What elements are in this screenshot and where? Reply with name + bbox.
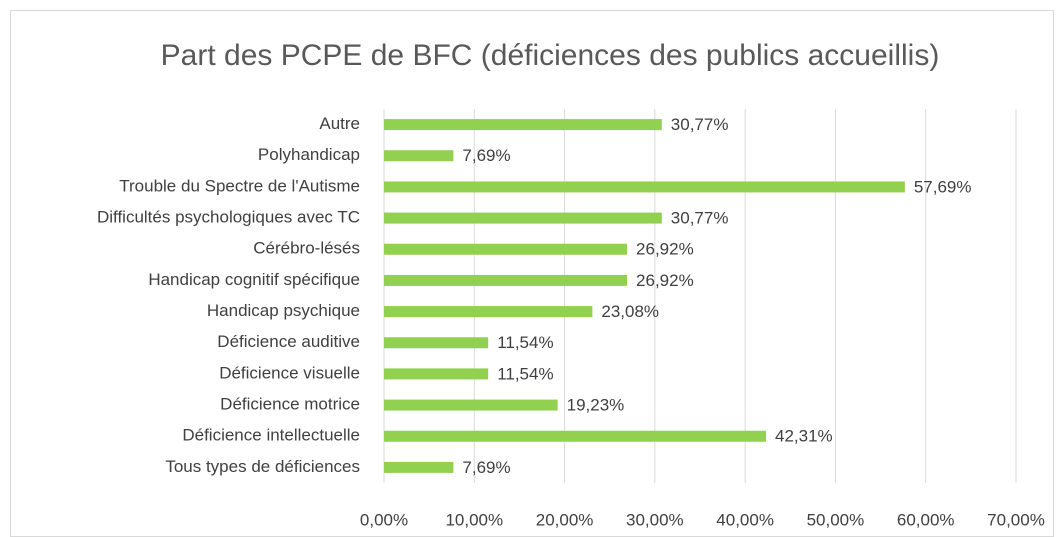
data-label: 26,92%	[636, 271, 694, 290]
bar	[384, 119, 662, 131]
y-tick-label: Trouble du Spectre de l'Autisme	[119, 176, 360, 195]
data-label: 42,31%	[775, 427, 833, 446]
x-tick-label: 0,00%	[360, 510, 408, 529]
y-tick-label: Handicap cognitif spécifique	[148, 270, 360, 289]
x-tick-label: 50,00%	[807, 510, 865, 529]
bar	[384, 461, 454, 473]
y-tick-label: Handicap psychique	[207, 301, 360, 320]
data-label: 7,69%	[462, 146, 510, 165]
data-label: 30,77%	[671, 115, 729, 134]
chart-title: Part des PCPE de BFC (déficiences des pu…	[161, 39, 940, 72]
bar	[384, 399, 558, 411]
bar	[384, 243, 628, 255]
x-tick-label: 20,00%	[536, 510, 594, 529]
y-tick-label: Déficience auditive	[217, 332, 360, 351]
y-tick-label: Déficience motrice	[220, 395, 360, 414]
x-tick-label: 30,00%	[626, 510, 684, 529]
bar	[384, 274, 628, 286]
x-tick-label: 60,00%	[897, 510, 955, 529]
bar	[384, 430, 766, 442]
bar	[384, 306, 593, 318]
y-tick-label: Cérébro-lésés	[253, 239, 360, 258]
x-tick-label: 70,00%	[987, 510, 1045, 529]
data-label: 57,69%	[914, 177, 972, 196]
x-tick-label: 40,00%	[716, 510, 774, 529]
x-tick-label: 10,00%	[445, 510, 503, 529]
data-label: 30,77%	[671, 209, 729, 228]
chart-border	[10, 10, 1054, 537]
y-tick-label: Polyhandicap	[258, 145, 360, 164]
data-label: 26,92%	[636, 240, 694, 259]
data-label: 7,69%	[462, 458, 510, 477]
bar	[384, 150, 454, 162]
data-label: 11,54%	[497, 364, 553, 383]
bar	[384, 212, 662, 224]
bar	[384, 181, 905, 193]
y-tick-label: Difficultés psychologiques avec TC	[97, 208, 360, 227]
bar	[384, 337, 489, 349]
bar	[384, 368, 489, 380]
data-label: 19,23%	[567, 396, 625, 415]
data-label: 23,08%	[601, 302, 659, 321]
y-tick-label: Déficience intellectuelle	[182, 426, 360, 445]
y-tick-label: Déficience visuelle	[219, 363, 360, 382]
y-tick-label: Autre	[319, 114, 360, 133]
y-tick-label: Tous types de déficiences	[165, 457, 360, 476]
data-label: 11,54%	[497, 333, 553, 352]
